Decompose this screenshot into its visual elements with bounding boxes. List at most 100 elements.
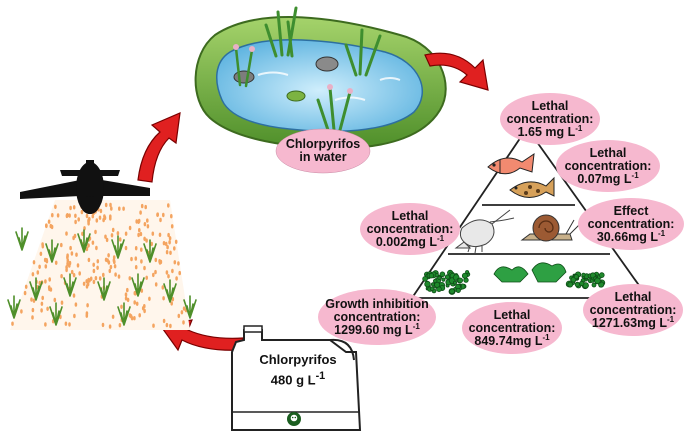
- spray-droplet: [158, 260, 162, 265]
- spray-droplet: [134, 256, 138, 261]
- bubble-line: Lethal: [531, 98, 569, 113]
- spray-droplet: [32, 298, 36, 303]
- spray-droplet: [56, 213, 60, 218]
- spray-droplet: [117, 274, 121, 279]
- spray-droplet: [48, 277, 51, 282]
- bubble-line: Effect: [613, 203, 649, 218]
- spray-droplet: [38, 264, 41, 269]
- spray-droplet: [87, 257, 91, 263]
- bubble-value: 0.07mg L: [577, 171, 632, 186]
- bottle-label: Chlorpyrifos 480 g L-1: [243, 352, 353, 388]
- bubble-line: concentration:: [468, 320, 556, 335]
- spray-droplet: [49, 287, 53, 292]
- spray-droplet: [92, 279, 96, 285]
- concentration-bubble-algae-right: Lethal concentration: 1271.63mg L-1: [583, 284, 683, 336]
- spray-droplet: [46, 306, 49, 311]
- spray-droplet: [77, 217, 80, 222]
- spray-droplet: [145, 275, 148, 280]
- spray-droplet: [73, 233, 77, 239]
- concentration-bubble-snail: Effect concentration: 30.66mg L-1: [578, 198, 684, 250]
- spray-droplet: [109, 264, 113, 270]
- crop-plant: [183, 295, 197, 319]
- algae-dot: [579, 280, 585, 286]
- bottle-label-line1: Chlorpyrifos: [259, 352, 337, 367]
- bubble-unit-sup: -1: [666, 314, 675, 324]
- spray-droplet: [165, 322, 169, 328]
- spray-droplet: [133, 300, 136, 305]
- spray-droplet: [72, 293, 76, 298]
- spray-droplet: [134, 265, 138, 270]
- spray-droplet: [182, 306, 186, 311]
- algae-dot: [434, 272, 439, 278]
- algae-dot: [429, 286, 435, 292]
- spray-droplet: [110, 233, 114, 238]
- spray-droplet: [154, 269, 157, 275]
- concentration-bubble-fish: Lethal concentration: 0.07mg L-1: [556, 140, 660, 192]
- algae-dot: [439, 271, 446, 278]
- bubble-value: 1271.63mg L: [591, 315, 667, 330]
- spray-droplet: [41, 295, 44, 301]
- spray-droplet: [82, 281, 86, 286]
- crop-plant: [97, 277, 111, 301]
- spray-droplet: [175, 276, 178, 281]
- spray-droplet: [180, 310, 184, 315]
- spray-droplet: [140, 288, 144, 293]
- spray-droplet: [171, 268, 174, 274]
- spray-droplet: [74, 219, 77, 225]
- spray-droplet: [143, 222, 147, 227]
- spray-droplet: [72, 273, 76, 278]
- algae-dot: [457, 277, 464, 284]
- spray-droplet: [23, 290, 27, 296]
- spray-droplet: [80, 209, 84, 215]
- algae-dot: [452, 280, 457, 285]
- spray-droplet: [133, 316, 136, 321]
- spray-droplet: [124, 292, 128, 297]
- bubble-line: Growth inhibition: [325, 296, 429, 311]
- spray-droplet: [159, 217, 162, 223]
- spray-droplet: [69, 245, 72, 251]
- bubble-line: concentration:: [587, 216, 675, 231]
- spray-droplet: [51, 213, 54, 218]
- spray-droplet: [182, 320, 185, 325]
- shrimp-icon: [454, 209, 515, 254]
- spray-droplet: [70, 269, 74, 275]
- spray-droplet: [146, 224, 150, 229]
- crop-plant: [45, 239, 59, 263]
- spray-droplet: [170, 214, 173, 219]
- spray-droplet: [101, 322, 105, 328]
- spray-droplet: [49, 223, 53, 229]
- concentration-bubble-shrimp: Lethal concentration: 0.002mg L-1: [360, 203, 460, 255]
- spray-droplet: [47, 219, 51, 224]
- spray-droplet: [167, 274, 170, 279]
- algae-dot: [422, 276, 428, 282]
- spray-droplet: [143, 265, 146, 271]
- spray-droplet: [104, 257, 108, 262]
- spray-droplet: [68, 322, 71, 327]
- spray-droplet: [54, 260, 58, 265]
- spray-droplet: [109, 202, 112, 208]
- spray-droplet: [87, 219, 90, 224]
- bubble-value: 0.002mg L: [375, 234, 437, 249]
- spray-droplet: [92, 262, 95, 267]
- spray-droplet: [167, 232, 170, 238]
- crop-plant: [49, 302, 63, 326]
- spray-droplet: [128, 313, 132, 318]
- spray-droplet: [173, 246, 176, 251]
- spray-droplet: [126, 287, 129, 293]
- spray-droplet: [32, 260, 36, 265]
- spray-droplet: [72, 205, 76, 210]
- spray-droplet: [104, 234, 107, 239]
- spray-droplet: [85, 213, 89, 219]
- spray-droplet: [135, 301, 139, 306]
- spray-droplet: [138, 228, 141, 233]
- spray-droplet: [110, 206, 113, 211]
- spray-droplet: [162, 212, 165, 218]
- crop-plant: [111, 235, 125, 259]
- spray-droplet: [96, 265, 99, 270]
- bubble-line: concentration:: [589, 302, 677, 317]
- spray-droplet: [139, 210, 142, 215]
- spray-droplet: [156, 212, 159, 217]
- bottle-label-sup: -1: [315, 370, 326, 382]
- spray-droplet: [94, 276, 98, 281]
